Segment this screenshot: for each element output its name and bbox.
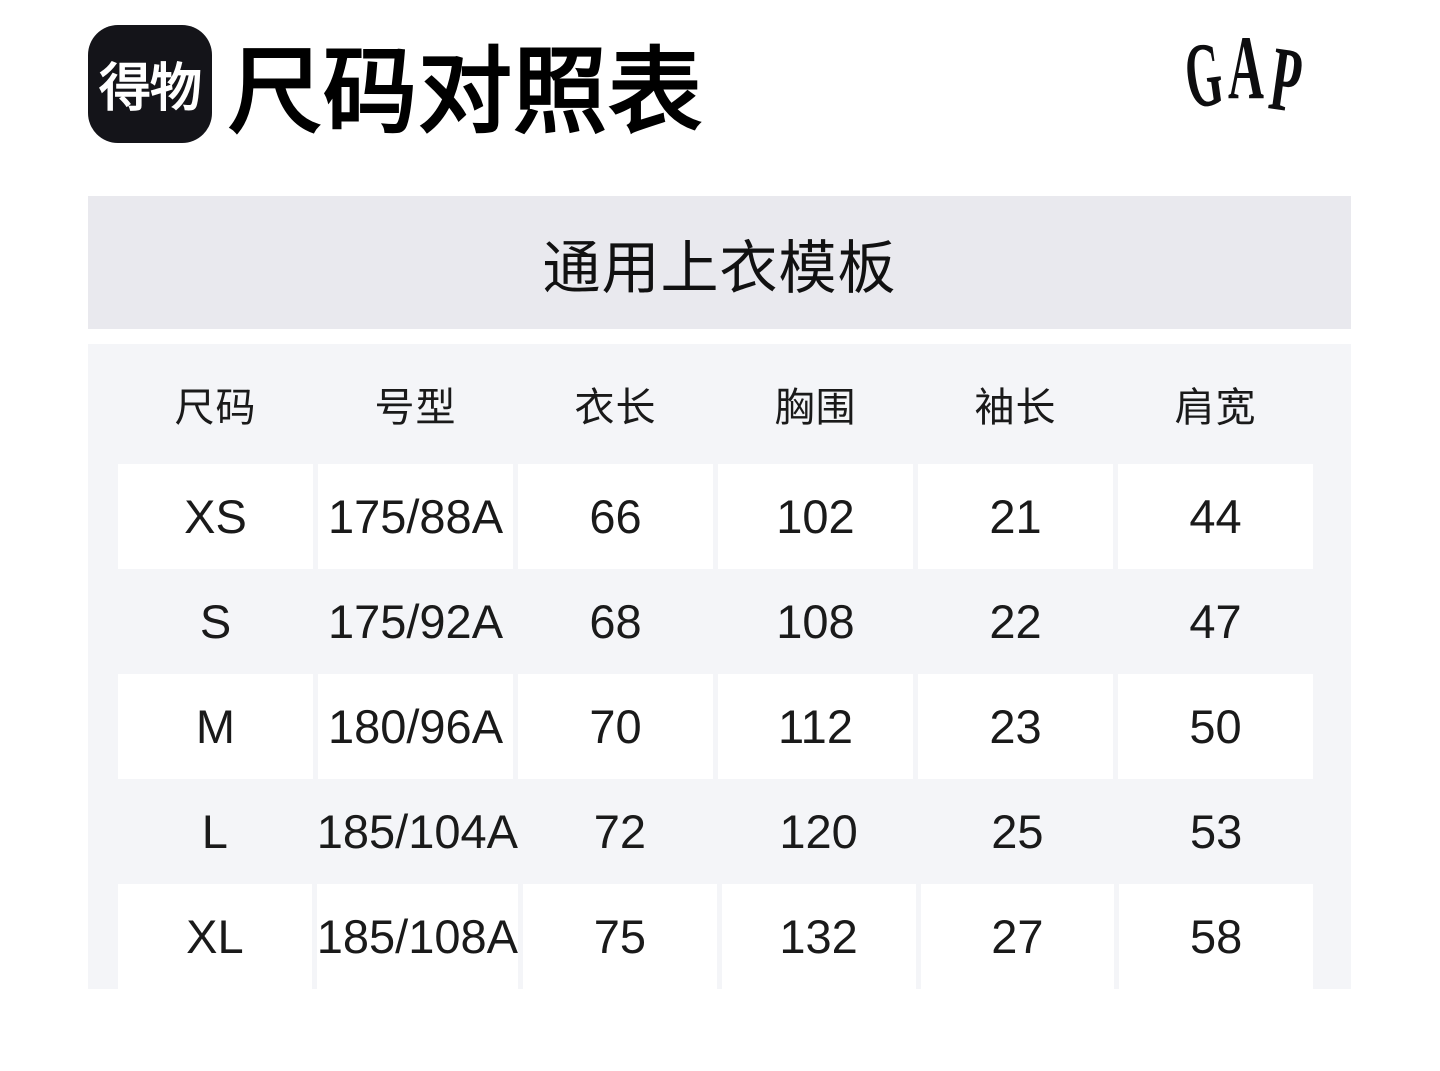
table-row-xs: XS 175/88A 66 102 21 44 bbox=[118, 464, 1313, 569]
column-header-chest: 胸围 bbox=[774, 386, 857, 430]
dewu-logo-text: 得物 bbox=[98, 60, 202, 118]
table-cell: 25 bbox=[991, 805, 1044, 858]
table-cell: 175/88A bbox=[318, 464, 513, 569]
size-table: 尺码 号型 衣长 胸围 袖长 肩宽 XS 175/88A 66 102 21 4… bbox=[88, 344, 1351, 989]
gap-letter-a: A bbox=[1228, 38, 1264, 116]
table-row-xl: XL 185/108A 75 132 27 58 bbox=[118, 884, 1313, 989]
table-cell: 132 bbox=[721, 884, 916, 989]
table-cell: 47 bbox=[1189, 595, 1242, 648]
table-cell: 66 bbox=[518, 464, 713, 569]
table-cell: 75 bbox=[523, 884, 717, 989]
gap-logo-icon: G A P bbox=[1179, 16, 1309, 132]
table-cell: 21 bbox=[918, 464, 1113, 569]
table-cell: 68 bbox=[589, 595, 642, 648]
column-header-size: 尺码 bbox=[174, 386, 257, 430]
table-cell: 185/108A bbox=[316, 884, 518, 989]
table-row-l: L 185/104A 72 120 25 53 bbox=[118, 779, 1313, 884]
table-cell: 23 bbox=[918, 674, 1113, 779]
table-cell: 50 bbox=[1118, 674, 1313, 779]
table-cell: 120 bbox=[779, 805, 858, 858]
column-header-shoulder: 肩宽 bbox=[1174, 386, 1257, 430]
table-cell: 102 bbox=[718, 464, 913, 569]
table-cell: XS bbox=[118, 464, 313, 569]
table-cell: 72 bbox=[593, 805, 647, 858]
column-header-length: 衣长 bbox=[574, 386, 657, 430]
table-cell: 53 bbox=[1189, 805, 1243, 858]
table-cell: XL bbox=[118, 884, 312, 989]
gap-letter-p: P bbox=[1264, 38, 1302, 116]
column-header-model: 号型 bbox=[374, 386, 457, 430]
table-cell: M bbox=[118, 674, 313, 779]
page-title: 尺码对照表 bbox=[228, 39, 704, 144]
table-header-row: 尺码 号型 衣长 胸围 袖长 肩宽 bbox=[118, 344, 1313, 464]
column-header-sleeve: 袖长 bbox=[974, 386, 1057, 430]
table-cell: 108 bbox=[776, 595, 855, 648]
table-cell: S bbox=[199, 595, 232, 648]
gap-brand-logo: G A P bbox=[1179, 16, 1309, 132]
table-cell: 180/96A bbox=[318, 674, 513, 779]
table-cell: 27 bbox=[920, 884, 1115, 989]
template-banner: 通用上衣模板 bbox=[88, 196, 1351, 329]
template-banner-title: 通用上衣模板 bbox=[542, 235, 897, 301]
table-cell: 175/92A bbox=[327, 595, 504, 648]
table-cell: L bbox=[201, 805, 228, 858]
gap-letter-g: G bbox=[1186, 38, 1228, 116]
table-row-s: S 175/92A 68 108 22 47 bbox=[118, 569, 1313, 674]
table-cell: 58 bbox=[1119, 884, 1313, 989]
table-row-m: M 180/96A 70 112 23 50 bbox=[118, 674, 1313, 779]
table-cell: 22 bbox=[989, 595, 1042, 648]
table-cell: 70 bbox=[518, 674, 713, 779]
table-cell: 44 bbox=[1118, 464, 1313, 569]
table-cell: 112 bbox=[718, 674, 913, 779]
table-cell: 185/104A bbox=[316, 805, 518, 858]
dewu-app-logo: 得物 bbox=[88, 25, 212, 143]
